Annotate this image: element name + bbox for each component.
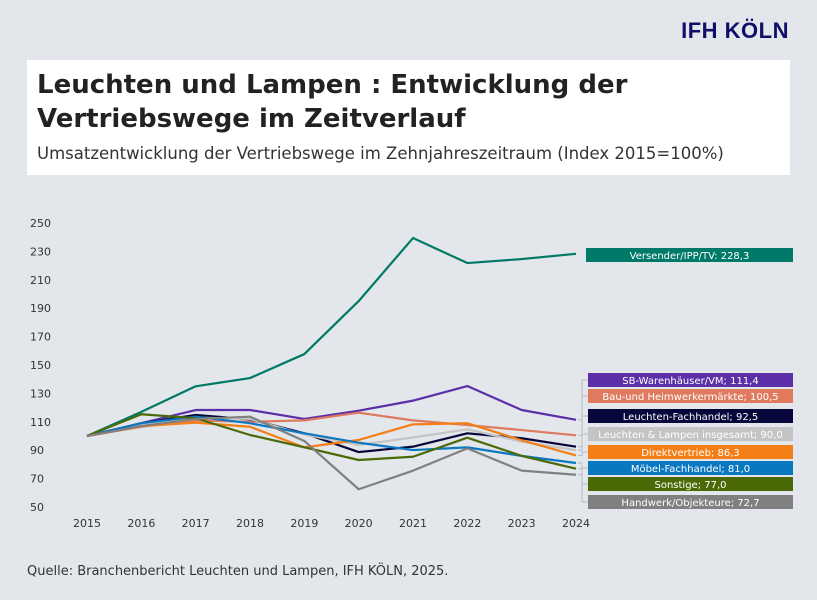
- series-label: Leuchten-Fachhandel; 92,5: [623, 412, 758, 423]
- x-tick-label: 2023: [508, 517, 536, 530]
- x-tick-label: 2022: [453, 517, 481, 530]
- series-label: Möbel-Fachhandel; 81,0: [631, 464, 750, 475]
- ifh-logo: IFH KÖLN: [681, 18, 789, 43]
- series-label: Handwerk/Objekteure; 72,7: [621, 498, 759, 509]
- series-label: Sonstige; 77,0: [654, 480, 726, 491]
- series-line: [86, 415, 577, 491]
- series-line: [86, 421, 577, 457]
- series-label-box: [588, 373, 793, 387]
- connector-line: [578, 451, 588, 456]
- series-label-box: [588, 461, 793, 475]
- y-tick-label: 130: [30, 387, 51, 400]
- series-label: Versender/IPP/TV: 228,3: [630, 251, 750, 262]
- series-label: Direktvertrieb; 86,3: [641, 448, 740, 459]
- y-tick-label: 150: [30, 359, 51, 372]
- series-label-box: [588, 477, 793, 491]
- y-tick-label: 170: [30, 331, 51, 344]
- y-tick-label: 230: [30, 245, 51, 258]
- series-label-box: [588, 389, 793, 403]
- chart-subtitle: Umsatzentwicklung der Vertriebswege im Z…: [37, 144, 724, 163]
- series-line: [86, 415, 577, 465]
- y-tick-label: 250: [30, 217, 51, 230]
- x-tick-label: 2018: [236, 517, 264, 530]
- series-label: Leuchten & Lampen insgesamt; 90,0: [598, 430, 782, 441]
- series-label-box: [588, 409, 793, 423]
- y-tick-label: 110: [30, 416, 51, 429]
- series-label-box: [588, 427, 793, 441]
- series-label: SB-Warenhäuser/VM; 111,4: [622, 376, 758, 387]
- y-tick-label: 90: [30, 444, 44, 457]
- series-label: Bau-und Heimwerkermärkte; 100,5: [602, 392, 778, 403]
- series-label-box: [588, 495, 793, 509]
- connector-line: [578, 468, 588, 485]
- x-tick-label: 2020: [345, 517, 373, 530]
- y-tick-label: 210: [30, 274, 51, 287]
- x-tick-label: 2024: [562, 517, 590, 530]
- y-tick-label: 70: [30, 473, 44, 486]
- series-label-box: [586, 248, 793, 262]
- source-note: Quelle: Branchenbericht Leuchten und Lam…: [27, 564, 449, 579]
- connector-line: [578, 474, 588, 503]
- x-tick-label: 2017: [182, 517, 210, 530]
- title-box: Leuchten und Lampen : Entwicklung der Ve…: [27, 60, 790, 175]
- connector-line: [578, 462, 588, 469]
- x-tick-label: 2019: [290, 517, 318, 530]
- series-line: [86, 413, 577, 470]
- x-tick-label: 2021: [399, 517, 427, 530]
- chart-title: Leuchten und Lampen : Entwicklung der Ve…: [37, 70, 628, 134]
- series-line: [86, 416, 577, 452]
- connector-line: [578, 415, 588, 448]
- x-tick-label: 2015: [73, 517, 101, 530]
- series-label-box: [588, 445, 793, 459]
- connector-line: [578, 433, 588, 451]
- x-tick-label: 2016: [127, 517, 155, 530]
- y-tick-label: 50: [30, 501, 44, 514]
- series-line: [86, 236, 577, 438]
- y-tick-label: 190: [30, 302, 51, 315]
- connector-line: [578, 379, 588, 421]
